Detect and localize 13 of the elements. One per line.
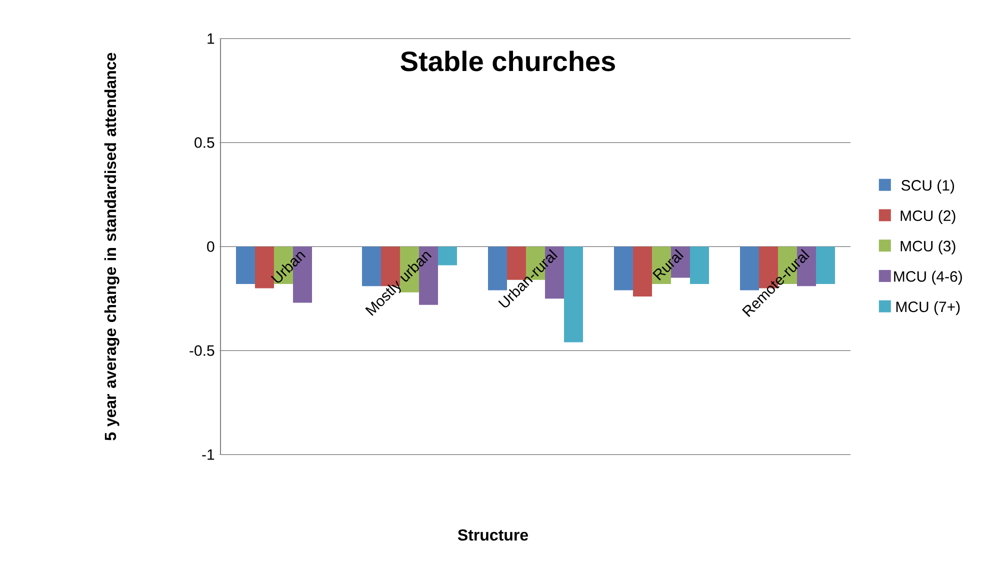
chart-title: Stable churches	[400, 50, 615, 72]
y-tick-label: 0.5	[194, 137, 214, 148]
y-axis-title: 5 year average change in standardised attendance	[104, 52, 120, 440]
y-tick-label: 1	[208, 33, 214, 44]
y-tick-label: -0.5	[190, 345, 214, 356]
legend-label: SCU (1)	[901, 180, 954, 194]
y-tick-label: 0	[207, 241, 214, 252]
y-tick-label: -1	[202, 449, 214, 460]
legend-label: MCU (3)	[900, 240, 956, 254]
legend-label: MCU (2)	[900, 210, 956, 224]
legend-label: MCU (7+)	[896, 301, 960, 316]
legend-label: MCU (4-6)	[894, 270, 962, 285]
x-axis-title: Structure	[458, 529, 528, 541]
